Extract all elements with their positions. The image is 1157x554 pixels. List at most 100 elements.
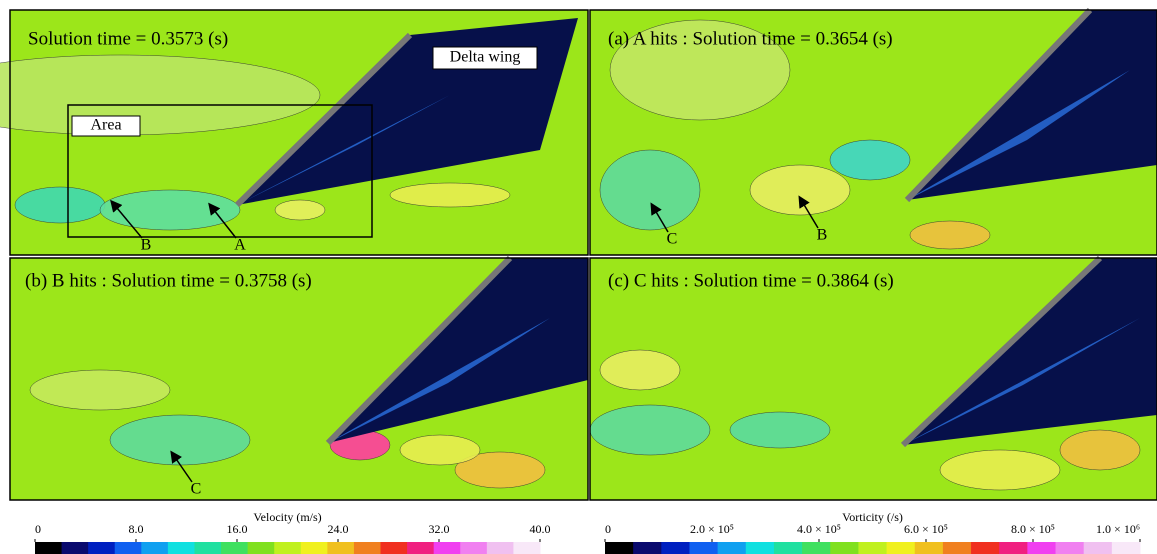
label: B xyxy=(141,237,152,254)
vortex-core xyxy=(907,70,1130,200)
flow-contour xyxy=(454,451,546,489)
delta-wing xyxy=(907,10,1157,200)
colorbar-segment xyxy=(513,542,541,554)
colorbar-segment xyxy=(661,542,690,554)
panel: (b) B hits : Solution time = 0.3758 (s) C xyxy=(9,255,589,501)
delta-wing xyxy=(328,258,588,443)
colorbar-segment xyxy=(407,542,435,554)
tick-label: 8.0 × 10⁵ xyxy=(1011,522,1055,536)
leading-edge xyxy=(325,255,513,446)
vortex-core xyxy=(328,318,550,443)
panel-title: (a) A hits : Solution time = 0.3654 (s) xyxy=(608,28,893,49)
colorbar-segment xyxy=(971,542,1000,554)
flow-contour xyxy=(909,220,991,250)
label-box xyxy=(71,115,141,137)
colorbar-segment xyxy=(717,542,747,554)
arrow xyxy=(208,202,237,239)
colorbar-segment xyxy=(300,542,328,554)
arrow xyxy=(650,202,669,233)
colorbar-segment xyxy=(247,542,275,554)
colorbar-segment xyxy=(1027,542,1057,554)
panel: (c) C hits : Solution time = 0.3864 (s) xyxy=(589,255,1157,501)
panel-border xyxy=(589,257,1157,501)
label-box xyxy=(432,46,538,70)
flow-contour xyxy=(599,149,701,231)
flow-contour xyxy=(939,449,1061,491)
colorbar-segment xyxy=(221,542,249,554)
panel-border xyxy=(9,257,589,501)
colorbar-segment xyxy=(380,542,408,554)
panel-title: Solution time = 0.3573 (s) xyxy=(28,28,228,49)
colorbar-segment xyxy=(914,542,944,554)
label: B xyxy=(817,227,828,244)
tick-label: 32.0 xyxy=(429,522,450,536)
colorbar-segment xyxy=(61,542,89,554)
flow-contour xyxy=(14,186,106,224)
colorbar-segment xyxy=(858,542,888,554)
label: Delta wing xyxy=(450,49,521,66)
delta-wing xyxy=(903,258,1157,445)
colorbar-segment xyxy=(353,542,382,554)
colorbar-title: Vorticity (/s) xyxy=(842,510,903,524)
tick-label: 24.0 xyxy=(328,522,349,536)
colorbar-segment xyxy=(114,542,142,554)
panel: Solution time = 0.3573 (s) Delta wing Area… xyxy=(0,9,589,256)
colorbar-segment xyxy=(88,542,116,554)
label: A xyxy=(234,237,246,254)
flow-contour xyxy=(399,434,481,466)
tick-label: 0 xyxy=(35,522,41,536)
label: C xyxy=(667,231,678,248)
colorbar: Vorticity (/s) 0 2.0 × 10⁵ 4.0 × 10⁵ 6.0 × 1… xyxy=(604,510,1141,554)
colorbar-segment xyxy=(942,542,972,554)
tick-label: 16.0 xyxy=(227,522,248,536)
panel-border xyxy=(589,9,1157,256)
vortex-core xyxy=(903,318,1140,445)
colorbar-segment xyxy=(605,542,634,554)
flow-contour xyxy=(609,19,791,121)
colorbar-segment xyxy=(327,542,355,554)
colorbar-segment xyxy=(194,542,222,554)
flow-contour xyxy=(109,414,251,466)
colorbar-segment xyxy=(633,542,662,554)
flow-contour xyxy=(99,189,241,231)
colorbar-segment xyxy=(802,542,831,554)
colorbar-segment xyxy=(1111,542,1141,554)
colorbar-segment xyxy=(745,542,775,554)
panel-title: (c) C hits : Solution time = 0.3864 (s) xyxy=(608,270,894,291)
leading-edge xyxy=(234,32,413,208)
tick-label: 6.0 × 10⁵ xyxy=(904,522,948,536)
arrow xyxy=(110,199,143,239)
colorbar-title: Velocity (m/s) xyxy=(253,510,321,524)
colorbar-segment xyxy=(1083,542,1113,554)
colorbar-segment xyxy=(999,542,1028,554)
colorbar-segment xyxy=(773,542,803,554)
colorbar-segment xyxy=(886,542,916,554)
colorbar-segment xyxy=(486,542,514,554)
area-box xyxy=(67,104,373,238)
tick-label: 8.0 xyxy=(129,522,144,536)
flow-contour xyxy=(729,411,831,449)
colorbar-segment xyxy=(167,542,195,554)
leading-edge xyxy=(900,255,1103,448)
leading-edge xyxy=(904,7,1093,203)
label: Area xyxy=(90,117,121,134)
tick-label: 1.0 × 10⁶ xyxy=(1096,522,1140,536)
panel-border xyxy=(9,9,589,256)
colorbar-segment xyxy=(1055,542,1085,554)
flow-contour xyxy=(389,182,511,208)
colorbar-segment xyxy=(274,542,302,554)
flow-contour xyxy=(1059,429,1141,471)
arrow xyxy=(798,195,819,229)
panel-title: (b) B hits : Solution time = 0.3758 (s) xyxy=(25,270,312,291)
colorbar-segment xyxy=(689,542,719,554)
vortex-core xyxy=(237,95,450,205)
tick-label: 2.0 × 10⁵ xyxy=(690,522,734,536)
colorbar-segment xyxy=(830,542,859,554)
colorbar-segment xyxy=(141,542,169,554)
tick-label: 0 xyxy=(605,522,611,536)
arrow xyxy=(170,450,193,483)
tick-label: 4.0 × 10⁵ xyxy=(797,522,841,536)
colorbar-segment xyxy=(433,542,461,554)
flow-contour xyxy=(29,369,171,411)
